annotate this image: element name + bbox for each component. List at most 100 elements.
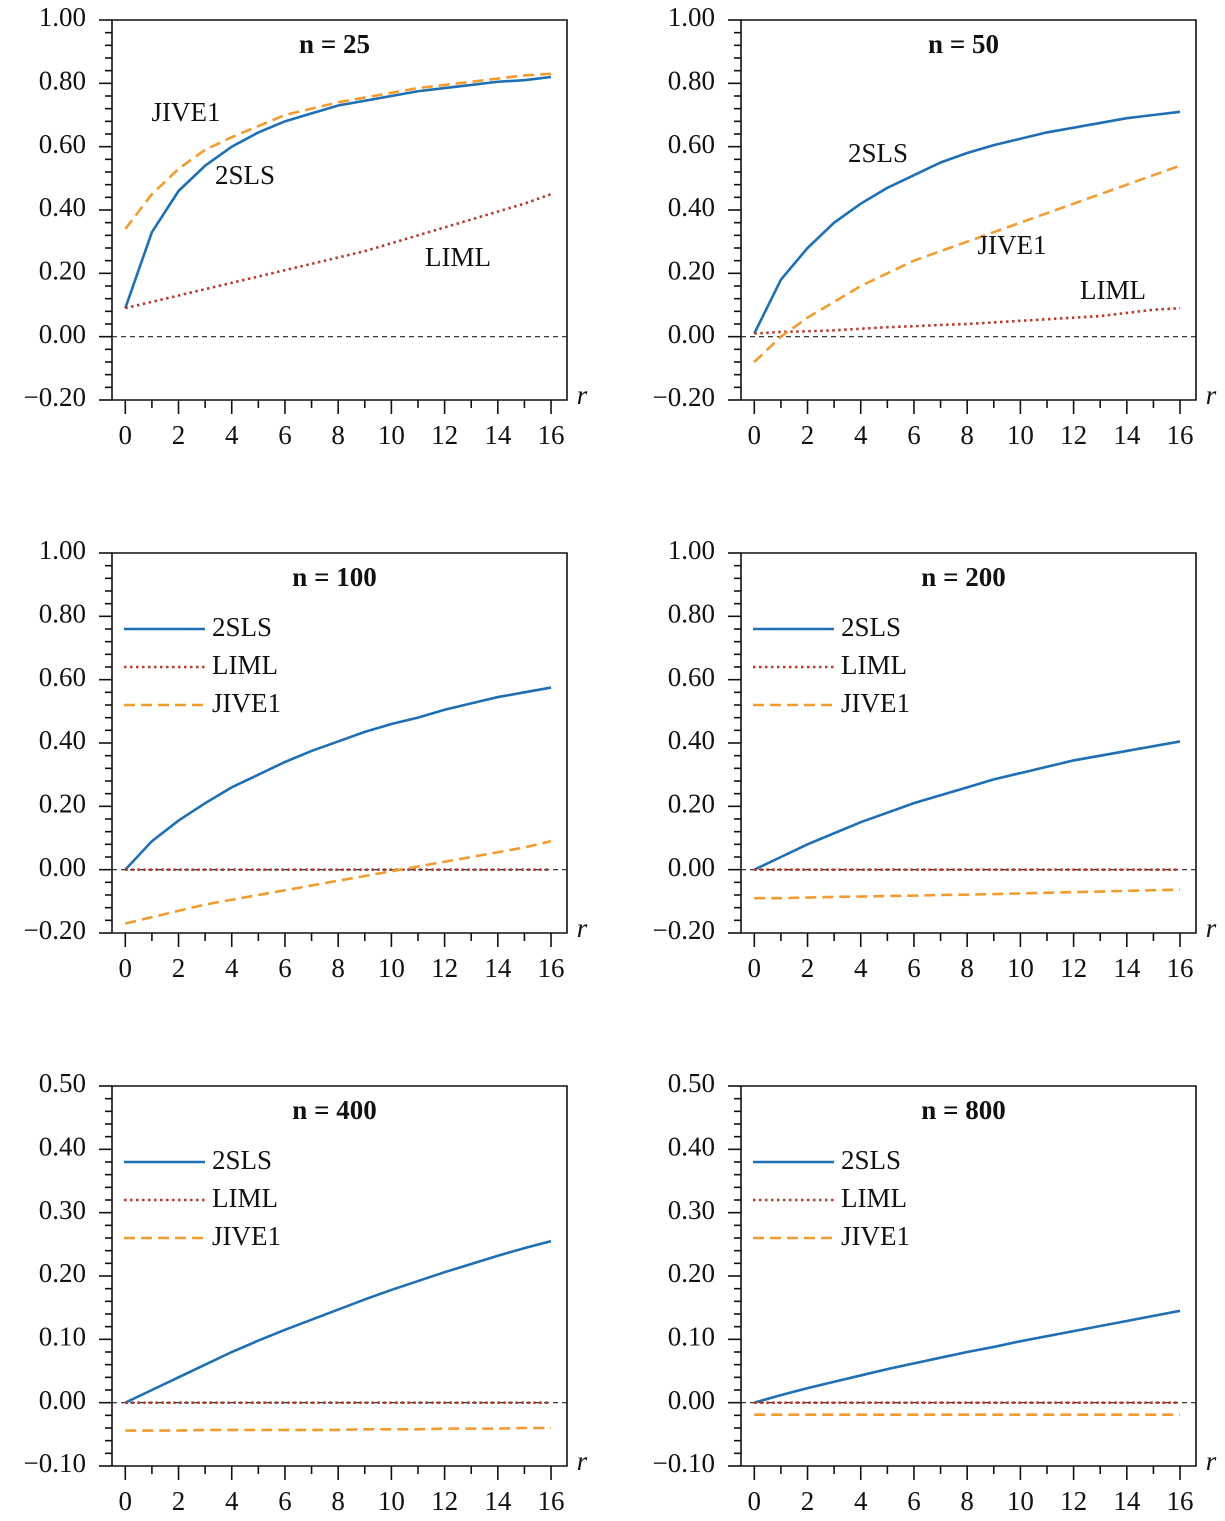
y-tick-label: 0.50 [39, 1068, 86, 1098]
x-tick-label: 8 [331, 1486, 345, 1516]
x-tick-label: 12 [1060, 420, 1087, 450]
x-tick-label: 4 [854, 420, 868, 450]
x-tick-label: 4 [225, 420, 239, 450]
y-tick-label: 0.50 [668, 1068, 715, 1098]
x-tick-label: 0 [119, 1486, 133, 1516]
series-label: 2SLS [215, 160, 275, 190]
legend-label: LIML [212, 1183, 278, 1213]
y-tick-label: 0.00 [39, 852, 86, 882]
x-tick-label: 4 [854, 1486, 868, 1516]
x-tick-label: 8 [960, 953, 974, 983]
x-tick-label: 0 [748, 420, 762, 450]
x-tick-label: 16 [1167, 420, 1194, 450]
y-tick-label: 0.80 [39, 599, 86, 629]
x-axis-label: r [577, 913, 588, 943]
y-tick-label: 1.00 [39, 2, 86, 32]
x-tick-label: 8 [331, 953, 345, 983]
y-tick-label: 0.20 [39, 256, 86, 286]
legend-label: 2SLS [212, 1145, 272, 1175]
panel: −0.20 0.00 0.20 0.40 0.60 0.80 1.00 0 2 4 6 8 10 12 14… [653, 535, 1217, 983]
series-label: JIVE1 [152, 97, 221, 127]
y-tick-label: −0.20 [653, 915, 715, 945]
x-tick-label: 8 [331, 420, 345, 450]
x-tick-label: 14 [1113, 1486, 1141, 1516]
legend-label: JIVE1 [212, 1221, 281, 1251]
x-tick-label: 6 [278, 1486, 292, 1516]
panel: −0.20 0.00 0.20 0.40 0.60 0.80 1.00 0 2 4 6 8 10 12 14… [24, 535, 588, 983]
x-tick-label: 4 [854, 953, 868, 983]
y-tick-label: 0.00 [39, 1385, 86, 1415]
x-tick-label: 12 [431, 953, 458, 983]
x-tick-label: 6 [907, 420, 921, 450]
y-tick-label: 0.00 [39, 319, 86, 349]
series-label: LIML [1080, 275, 1146, 305]
chart-title: n = 800 [921, 1095, 1005, 1125]
series-line [754, 306, 1181, 335]
y-tick-label: 0.30 [39, 1195, 86, 1225]
y-tick-label: 0.60 [39, 662, 86, 692]
y-tick-label: 1.00 [39, 535, 86, 565]
x-tick-label: 4 [225, 953, 239, 983]
x-axis-label: r [577, 1446, 588, 1476]
y-tick-label: −0.10 [653, 1448, 715, 1478]
y-tick-label: 0.20 [668, 789, 715, 819]
x-tick-label: 6 [907, 1486, 921, 1516]
y-tick-label: 0.40 [39, 1132, 86, 1162]
series-line [753, 740, 1181, 871]
x-tick-label: 16 [1167, 953, 1194, 983]
x-tick-label: 12 [1060, 1486, 1087, 1516]
x-tick-label: 12 [1060, 953, 1087, 983]
y-tick-label: 0.80 [668, 599, 715, 629]
y-tick-label: 0.20 [39, 1258, 86, 1288]
plot-frame [740, 552, 1197, 934]
x-tick-label: 2 [801, 953, 815, 983]
legend-label: JIVE1 [841, 1221, 910, 1251]
x-tick-label: 16 [538, 953, 565, 983]
y-tick-label: 0.40 [668, 192, 715, 222]
chart-title: n = 25 [299, 29, 370, 59]
panel: −0.10 0.00 0.10 0.20 0.30 0.40 0.50 0 2 4 6 8 10 12 14… [653, 1068, 1217, 1516]
x-tick-label: 8 [960, 420, 974, 450]
plot-frame [111, 1085, 568, 1467]
x-tick-label: 6 [907, 953, 921, 983]
y-tick-label: −0.20 [24, 915, 86, 945]
y-tick-label: 0.40 [668, 725, 715, 755]
x-tick-label: 8 [960, 1486, 974, 1516]
series-line [124, 72, 552, 230]
y-tick-label: 0.10 [668, 1322, 715, 1352]
series-line [124, 686, 552, 871]
panel: −0.10 0.00 0.10 0.20 0.30 0.40 0.50 0 2 4 6 8 10 12 14… [24, 1068, 588, 1516]
x-tick-label: 14 [484, 953, 512, 983]
x-tick-label: 0 [119, 953, 133, 983]
y-tick-label: 1.00 [668, 535, 715, 565]
x-tick-label: 10 [1007, 1486, 1034, 1516]
y-tick-label: 0.00 [668, 1385, 715, 1415]
plot-frame [740, 19, 1197, 401]
x-tick-label: 6 [278, 953, 292, 983]
y-tick-label: −0.20 [24, 382, 86, 412]
y-tick-label: −0.20 [653, 382, 715, 412]
series-line [124, 1239, 552, 1404]
series-label: 2SLS [848, 138, 908, 168]
x-axis-label: r [1206, 1446, 1217, 1476]
y-tick-label: 0.40 [39, 192, 86, 222]
x-axis-label: r [1206, 913, 1217, 943]
series-line [124, 839, 552, 925]
x-tick-label: 6 [278, 420, 292, 450]
legend-label: 2SLS [841, 612, 901, 642]
panel: −0.20 0.00 0.20 0.40 0.60 0.80 1.00 0 2 4 6 8 10 12 14… [653, 2, 1217, 450]
series-line [124, 75, 552, 309]
y-tick-label: 0.80 [668, 66, 715, 96]
legend-label: 2SLS [841, 1145, 901, 1175]
x-tick-label: 10 [378, 953, 405, 983]
x-tick-label: 12 [431, 420, 458, 450]
x-axis-label: r [577, 380, 588, 410]
series-line [753, 110, 1181, 335]
x-tick-label: 14 [484, 420, 512, 450]
y-tick-label: 0.10 [39, 1322, 86, 1352]
x-tick-label: 2 [172, 1486, 186, 1516]
x-tick-label: 14 [1113, 420, 1141, 450]
y-tick-label: 0.60 [39, 129, 86, 159]
